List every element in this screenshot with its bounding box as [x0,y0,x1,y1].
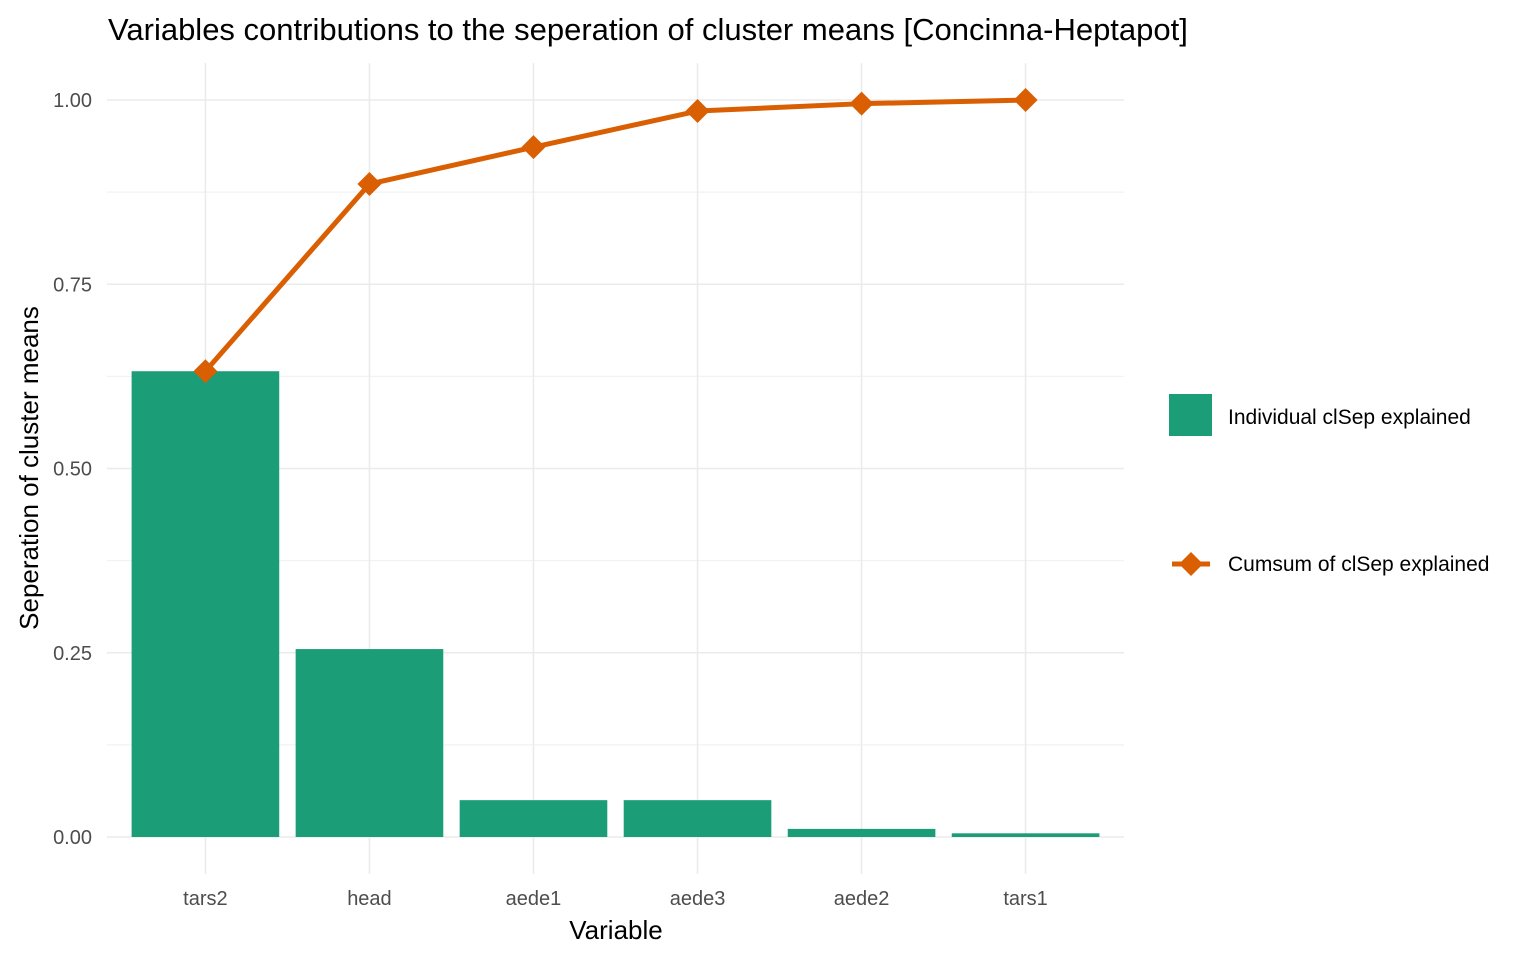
cumsum-line [203,97,1026,373]
cumsum-line-series [193,88,1038,384]
legend-label-line: Cumsum of clSep explained [1228,553,1489,576]
cumsum-point-aede1 [521,135,546,160]
cumsum-point-tars2 [193,359,218,384]
bar-tars1 [951,833,1100,837]
x-tick-label: aede2 [834,888,890,910]
x-tick-label: aede3 [670,888,726,910]
x-axis-title: Variable [569,915,662,945]
cumsum-point-head [357,172,382,197]
bar-series [131,371,1100,837]
x-tick-label: head [347,888,392,910]
cumsum-point-tars1 [1013,88,1038,112]
y-tick-label: 1.00 [53,90,92,112]
bar-aede1 [459,800,608,837]
y-tick-label: 0.25 [53,643,92,665]
x-tick-label: tars1 [1003,888,1047,910]
chart-title: Variables contributions to the seperatio… [108,12,1188,47]
cumsum-point-aede2 [849,91,874,116]
bar-head [295,649,444,837]
legend-label-bar: Individual clSep explained [1228,406,1471,429]
x-tick-label: tars2 [183,888,227,910]
y-tick-label: 0.75 [53,274,92,296]
y-tick-label: 0.50 [53,459,92,481]
legend-key-diamond [1179,552,1203,576]
x-tick-label: aede1 [506,888,562,910]
legend: Individual clSep explained Cumsum of clS… [1169,394,1489,576]
cumsum-point-aede3 [685,99,710,124]
bar-aede3 [623,800,772,837]
y-axis-title: Seperation of cluster means [14,306,44,630]
bar-aede2 [787,828,936,837]
x-axis-ticks: tars2 head aede1 aede3 aede2 tars1 [183,888,1048,910]
bar-tars2 [131,371,280,837]
y-axis-ticks: 0.00 0.25 0.50 0.75 1.00 [53,90,92,849]
y-tick-label: 0.00 [53,827,92,849]
legend-key-bar [1169,394,1212,436]
